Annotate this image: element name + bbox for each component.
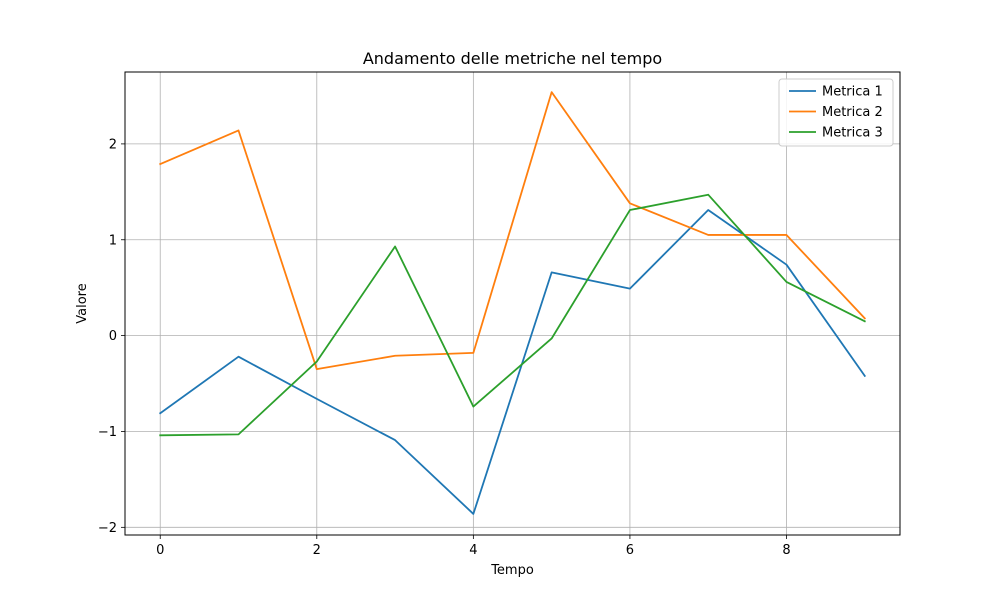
legend-label-1: Metrica 1 bbox=[822, 85, 883, 100]
legend-box bbox=[778, 78, 894, 147]
y-tick-label: 1 bbox=[109, 233, 117, 248]
ticks: 0 2 4 6 8 −2 −1 0 1 2 bbox=[98, 137, 791, 558]
x-axis-label: Tempo bbox=[490, 563, 534, 578]
series-line-2 bbox=[159, 91, 867, 371]
x-tick-label: 2 bbox=[313, 543, 321, 558]
legend: Metrica 1 Metrica 2 Metrica 3 bbox=[778, 78, 894, 147]
y-tick-label: −2 bbox=[98, 521, 117, 536]
grid bbox=[125, 72, 900, 535]
legend-label-2: Metrica 2 bbox=[822, 105, 883, 120]
y-tick-label: 0 bbox=[109, 329, 117, 344]
plot-frame bbox=[124, 71, 901, 536]
x-tick-label: 4 bbox=[469, 543, 477, 558]
chart-title: Andamento delle metriche nel tempo bbox=[363, 49, 662, 68]
legend-label-3: Metrica 3 bbox=[822, 126, 883, 141]
x-tick-label: 6 bbox=[626, 543, 634, 558]
series-line-3 bbox=[159, 193, 866, 437]
y-axis-label: Valore bbox=[75, 283, 90, 323]
x-tick-label: 0 bbox=[156, 543, 164, 558]
series-group bbox=[158, 91, 867, 515]
x-tick-label: 8 bbox=[782, 543, 790, 558]
y-tick-label: 2 bbox=[109, 137, 117, 152]
y-tick-label: −1 bbox=[98, 425, 117, 440]
